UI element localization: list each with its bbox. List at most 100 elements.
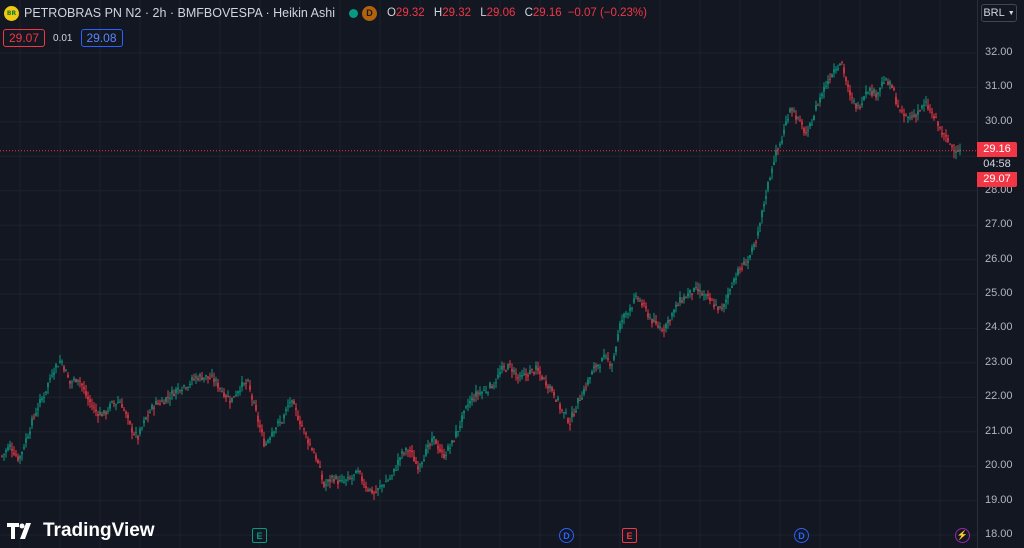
- candle-up: [613, 355, 615, 360]
- sell-button[interactable]: 29.07: [3, 29, 46, 47]
- price-axis[interactable]: [977, 0, 1024, 548]
- candle-down: [337, 480, 339, 484]
- currency-select[interactable]: BRL ▼: [981, 4, 1017, 22]
- symbol-title[interactable]: PETROBRAS PN N2 · 2h · BMFBOVESPA · Heik…: [24, 6, 335, 20]
- candle-up: [565, 412, 567, 414]
- price-tick-label: 23.00: [985, 355, 1013, 368]
- candle-up: [447, 446, 449, 451]
- candle-down: [439, 449, 441, 452]
- earnings-event-icon[interactable]: E: [252, 528, 267, 543]
- candle-down: [79, 380, 81, 382]
- split-event-icon[interactable]: ⚡: [955, 528, 970, 543]
- candle-down: [83, 387, 85, 390]
- candle-down: [97, 414, 99, 417]
- candle-down: [321, 474, 323, 480]
- candle-up: [719, 306, 721, 308]
- candle-down: [829, 78, 831, 80]
- candle-up: [71, 382, 73, 384]
- candle-up: [31, 418, 33, 426]
- candle-up: [833, 69, 835, 73]
- candle-up: [419, 464, 421, 466]
- candle-down: [295, 407, 297, 410]
- candle-up: [725, 299, 727, 303]
- candle-down: [307, 439, 309, 444]
- candle-down: [527, 374, 529, 377]
- candle-up: [611, 364, 613, 366]
- candle-down: [953, 150, 955, 152]
- candle-down: [403, 453, 405, 455]
- candle-down: [251, 395, 253, 400]
- candle-down: [657, 325, 659, 328]
- candle-up: [659, 326, 661, 329]
- candle-up: [25, 438, 27, 444]
- candle-up: [389, 478, 391, 480]
- candle-down: [129, 421, 131, 424]
- candle-down: [435, 439, 437, 445]
- candle-down: [91, 405, 93, 407]
- candle-up: [291, 400, 293, 403]
- candle-up: [819, 97, 821, 103]
- candle-up: [387, 480, 389, 482]
- candle-down: [105, 411, 107, 415]
- candle-down: [131, 427, 133, 433]
- candle-down: [245, 383, 247, 385]
- dividend-badge[interactable]: D: [361, 5, 377, 21]
- candle-up: [117, 402, 119, 404]
- candle-up: [749, 254, 751, 258]
- price-tick-label: 32.00: [985, 46, 1013, 58]
- candle-down: [697, 288, 699, 292]
- dividend-event-icon[interactable]: D: [794, 528, 809, 543]
- low-label: L: [480, 7, 487, 19]
- candle-up: [763, 204, 765, 207]
- candle-up: [111, 401, 113, 403]
- candle-up: [235, 394, 237, 396]
- candle-down: [567, 418, 569, 423]
- price-tick-label: 21.00: [985, 424, 1013, 437]
- candle-down: [569, 423, 571, 425]
- candle-up: [823, 86, 825, 92]
- candle-up: [737, 268, 739, 275]
- candle-down: [95, 409, 97, 412]
- candle-up: [457, 430, 459, 432]
- candle-up: [627, 313, 629, 315]
- candle-up: [923, 104, 925, 106]
- candle-down: [409, 450, 411, 452]
- earnings-event-icon[interactable]: E: [622, 528, 637, 543]
- candle-up: [743, 261, 745, 265]
- price-chart[interactable]: [0, 0, 977, 548]
- candle-up: [455, 431, 457, 438]
- candle-up: [489, 382, 491, 388]
- candle-up: [405, 448, 407, 451]
- buy-button[interactable]: 29.08: [80, 29, 123, 47]
- candle-up: [617, 334, 619, 341]
- candle-down: [89, 399, 91, 403]
- candle-down: [607, 358, 609, 360]
- candle-up: [65, 370, 67, 372]
- tradingview-watermark[interactable]: TradingView: [7, 520, 155, 542]
- candle-up: [347, 476, 349, 479]
- candle-down: [407, 450, 409, 452]
- candle-up: [215, 379, 217, 381]
- dividend-event-icon[interactable]: D: [559, 528, 574, 543]
- candle-down: [429, 444, 431, 446]
- market-open-icon[interactable]: [348, 8, 358, 18]
- candle-up: [221, 390, 223, 392]
- price-tick-label: 20.00: [985, 459, 1013, 472]
- candle-up: [9, 444, 11, 447]
- candle-up: [385, 481, 387, 483]
- candle-down: [85, 391, 87, 396]
- candle-down: [899, 109, 901, 111]
- candle-down: [937, 121, 939, 126]
- candle-down: [945, 135, 947, 137]
- candle-up: [355, 470, 357, 474]
- candle-up: [863, 96, 865, 100]
- candle-up: [433, 436, 435, 439]
- candle-down: [225, 395, 227, 397]
- candle-down: [185, 387, 187, 389]
- candle-up: [885, 78, 887, 80]
- candle-down: [915, 115, 917, 117]
- candle-down: [957, 150, 959, 152]
- candle-down: [755, 241, 757, 243]
- candle-down: [69, 380, 71, 384]
- candle-down: [197, 378, 199, 381]
